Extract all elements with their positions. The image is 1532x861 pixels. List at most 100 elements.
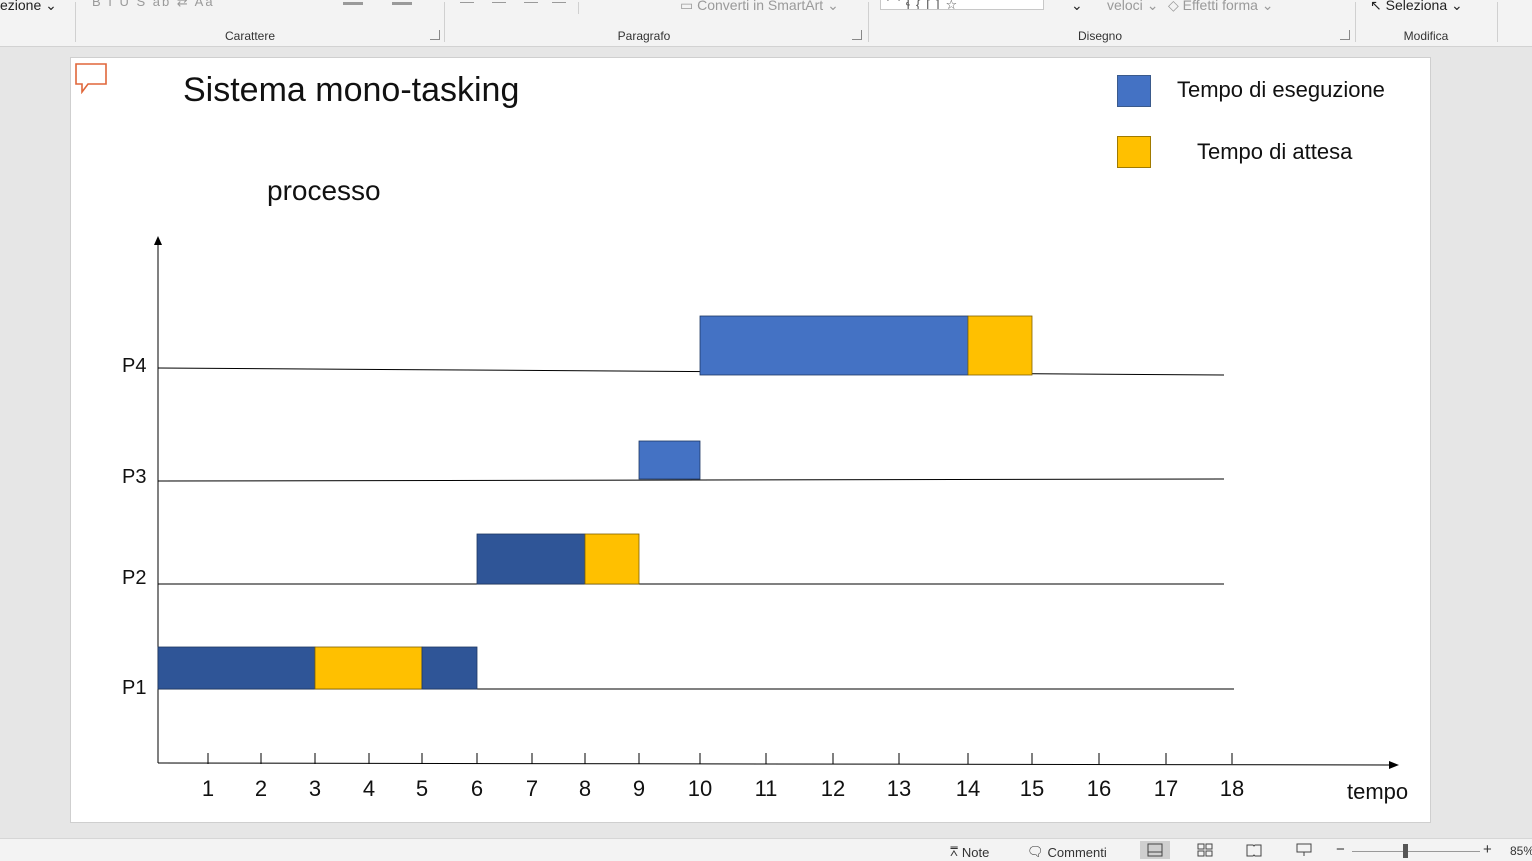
x-tick-label: 17 bbox=[1153, 776, 1179, 801]
shape-effects-icon: ◇ bbox=[1168, 0, 1179, 13]
gantt-bars bbox=[157, 315, 1033, 690]
group-label-drawing: Disegno bbox=[1077, 29, 1123, 43]
baseline-p4 bbox=[157, 367, 1225, 376]
notes-label: Note bbox=[961, 844, 990, 860]
comment-bubble-icon: 🗨 bbox=[1027, 844, 1044, 859]
numbering-icon[interactable] bbox=[492, 2, 506, 3]
outdent-icon[interactable] bbox=[552, 2, 566, 3]
group-separator bbox=[1497, 2, 1498, 42]
y-tick-label-p3: P3 bbox=[122, 466, 147, 488]
x-tick-label: 7 bbox=[525, 776, 539, 801]
x-tick-label: 13 bbox=[886, 776, 912, 801]
legend-label-execution: Tempo di eseguzione bbox=[1177, 77, 1385, 102]
y-axis-title: processo bbox=[267, 175, 381, 206]
x-tick-label: 4 bbox=[362, 776, 376, 801]
quick-styles-label: veloci bbox=[1107, 0, 1143, 13]
status-bar: ⩞ Note 🗨 Commenti − + 85% bbox=[0, 838, 1532, 861]
x-tick-label: 18 bbox=[1219, 776, 1245, 801]
slide-title-text: Sistema mono-tasking bbox=[183, 71, 520, 109]
select-button[interactable]: ↖ Seleziona ⌄ bbox=[1370, 0, 1463, 14]
bar-p4-wait[interactable] bbox=[967, 315, 1033, 376]
bar-p2-exec[interactable] bbox=[476, 533, 586, 585]
smartart-label: Converti in SmartArt bbox=[697, 0, 824, 13]
legend-swatch-execution bbox=[1117, 75, 1151, 107]
bar-p1-wait[interactable] bbox=[314, 646, 423, 690]
x-tick-label: 12 bbox=[820, 776, 846, 801]
slide-sorter-icon bbox=[1197, 843, 1213, 857]
x-axis-line bbox=[157, 762, 1392, 766]
chevron-down-icon: ⌄ bbox=[1261, 0, 1274, 13]
comment-icon[interactable] bbox=[74, 62, 108, 94]
select-label: Seleziona bbox=[1385, 0, 1448, 13]
x-tick-label: 8 bbox=[578, 776, 592, 801]
group-separator bbox=[1355, 2, 1356, 42]
x-tick-label: 6 bbox=[470, 776, 484, 801]
baseline-p3 bbox=[157, 478, 1225, 482]
bullets-icon[interactable] bbox=[460, 2, 474, 3]
group-separator bbox=[75, 2, 76, 42]
reading-view-icon bbox=[1246, 844, 1262, 857]
zoom-slider[interactable] bbox=[1352, 851, 1480, 852]
shape-effects-button[interactable]: ◇ Effetti forma ⌄ bbox=[1168, 0, 1274, 14]
y-tick-label-p2: P2 bbox=[122, 567, 147, 589]
legend-label-wait: Tempo di attesa bbox=[1197, 139, 1353, 164]
smartart-icon: ▭ bbox=[680, 0, 694, 13]
x-axis-ticks bbox=[207, 753, 1233, 764]
bar-p1-exec[interactable] bbox=[421, 646, 478, 690]
chevron-down-icon: ⌄ bbox=[1146, 0, 1159, 13]
convert-smartart-button[interactable]: ▭ Converti in SmartArt ⌄ bbox=[680, 0, 839, 14]
group-label-editing: Modifica bbox=[1403, 29, 1449, 43]
notes-button[interactable]: ⩞ Note bbox=[950, 844, 989, 860]
x-tick-label: 9 bbox=[632, 776, 646, 801]
x-tick-label: 15 bbox=[1019, 776, 1045, 801]
x-axis-title: tempo bbox=[1347, 779, 1409, 804]
selection-pane-fragment[interactable]: ezione ⌄ bbox=[0, 0, 57, 14]
comments-button[interactable]: 🗨 Commenti bbox=[1027, 844, 1107, 860]
x-tick-label: 11 bbox=[754, 776, 778, 801]
drawing-dialog-launcher-icon[interactable] bbox=[1340, 30, 1350, 40]
y-tick-label-p4: P4 bbox=[122, 355, 147, 377]
selection-label: ezione bbox=[0, 0, 42, 13]
font-format-icons[interactable]: B I U S ab ⇄ Aa bbox=[92, 0, 215, 9]
slide-title[interactable]: Sistema mono-tasking bbox=[183, 71, 519, 110]
indent-icon[interactable] bbox=[524, 2, 538, 3]
chevron-down-icon: ⌄ bbox=[1451, 0, 1463, 13]
slide-canvas[interactable]: Sistema mono-tasking Tempo di eseguzione… bbox=[70, 57, 1431, 823]
zoom-in-button[interactable]: + bbox=[1483, 841, 1492, 858]
quick-styles-button[interactable]: veloci ⌄ bbox=[1107, 0, 1158, 14]
legend-swatch-wait bbox=[1117, 136, 1151, 168]
bar-p1-exec[interactable] bbox=[157, 646, 316, 690]
x-tick-label: 1 bbox=[201, 776, 215, 801]
x-tick-label: 3 bbox=[308, 776, 322, 801]
subgroup-separator bbox=[578, 2, 579, 14]
normal-view-button[interactable] bbox=[1140, 841, 1170, 859]
x-tick-label: 5 bbox=[415, 776, 429, 801]
slideshow-button[interactable] bbox=[1289, 841, 1319, 859]
zoom-level[interactable]: 85% bbox=[1510, 844, 1532, 858]
notes-icon: ⩞ bbox=[950, 844, 958, 859]
x-axis-arrow-icon bbox=[1389, 761, 1399, 769]
paragraph-dialog-launcher-icon[interactable] bbox=[852, 30, 862, 40]
font-dialog-launcher-icon[interactable] bbox=[430, 30, 440, 40]
x-tick-label: 16 bbox=[1086, 776, 1112, 801]
y-tick-label-p1: P1 bbox=[122, 677, 147, 699]
comments-label: Commenti bbox=[1047, 844, 1107, 860]
normal-view-icon bbox=[1147, 843, 1163, 857]
align-icon-2[interactable] bbox=[392, 2, 412, 5]
bar-p4-exec[interactable] bbox=[699, 315, 969, 376]
slide-sorter-button[interactable] bbox=[1190, 841, 1220, 859]
zoom-slider-thumb[interactable] bbox=[1403, 844, 1408, 858]
align-icon[interactable] bbox=[343, 2, 363, 5]
reading-view-button[interactable] bbox=[1239, 841, 1269, 859]
bar-p2-wait[interactable] bbox=[584, 533, 640, 585]
bar-p3-exec[interactable] bbox=[638, 440, 701, 480]
zoom-out-button[interactable]: − bbox=[1336, 841, 1345, 858]
chevron-down-icon: ⌄ bbox=[827, 0, 839, 13]
y-axis-arrow-icon bbox=[154, 236, 162, 245]
arrange-dropdown-chevron-icon[interactable]: ⌄ bbox=[1071, 0, 1083, 13]
ribbon: ezione ⌄ B I U S ab ⇄ Aa Carattere ▭ Con… bbox=[0, 0, 1532, 47]
x-tick-label: 14 bbox=[955, 776, 981, 801]
group-label-font: Carattere bbox=[224, 29, 276, 43]
shape-effects-label: Effetti forma bbox=[1182, 0, 1258, 13]
shapes-gallery[interactable]: ⌒ɬ{[]☆ bbox=[880, 0, 1044, 10]
